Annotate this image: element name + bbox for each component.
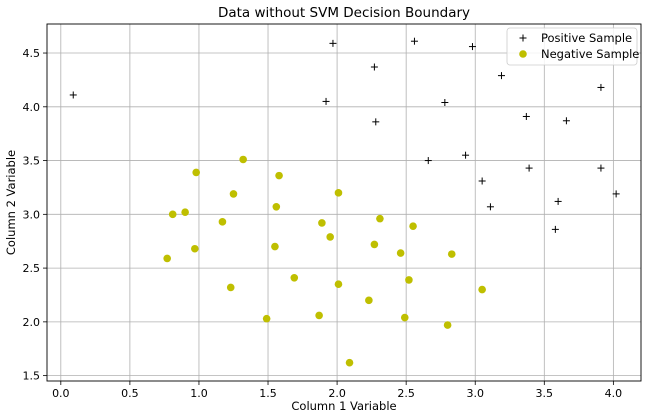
positive-sample-point — [322, 97, 330, 105]
negative-sample-point — [272, 203, 281, 211]
negative-sample-point — [239, 155, 247, 164]
positive-sample-point — [551, 225, 559, 233]
negative-sample-point — [370, 240, 379, 249]
negative-sample-point — [262, 314, 271, 323]
x-axis-label: Column 1 Variable — [291, 399, 396, 413]
positive-sample-point — [597, 83, 605, 91]
data-points — [69, 37, 620, 367]
positive-sample-point — [424, 157, 432, 165]
x-tick-label: 2.5 — [397, 387, 415, 400]
negative-sample-point — [443, 321, 452, 329]
negative-sample-point — [400, 313, 409, 322]
positive-sample-point — [329, 39, 337, 47]
negative-sample-point — [326, 233, 334, 241]
positive-sample-point — [612, 190, 620, 198]
y-axis-label: Column 2 Variable — [4, 150, 18, 255]
negative-sample-point — [365, 296, 373, 305]
negative-sample-point — [290, 273, 299, 282]
negative-sample-point — [191, 244, 199, 253]
positive-sample-point — [462, 151, 470, 159]
negative-sample-point — [334, 189, 343, 197]
y-tick-label: 4.0 — [23, 101, 41, 114]
negative-sample-point — [163, 254, 171, 263]
negative-sample-point — [229, 190, 238, 198]
positive-sample-point — [370, 63, 378, 71]
positive-sample-point — [441, 98, 449, 106]
positive-sample-point — [497, 72, 505, 80]
positive-sample-point — [525, 164, 533, 172]
positive-sample-point — [478, 177, 486, 185]
positive-sample-point — [597, 164, 605, 172]
x-tick-label: 0.0 — [52, 387, 70, 400]
negative-sample-point — [478, 285, 486, 294]
positive-sample-point — [69, 91, 77, 99]
legend: Positive Sample Negative Sample — [506, 27, 639, 66]
positive-sample-point — [554, 197, 562, 205]
chart-title: Data without SVM Decision Boundary — [218, 5, 470, 21]
negative-sample-point — [218, 218, 227, 226]
negative-sample-point — [405, 276, 413, 284]
negative-sample-point — [226, 283, 235, 292]
x-tick-label: 2.0 — [328, 387, 346, 400]
negative-sample-point — [271, 242, 279, 251]
negative-sample-point — [315, 311, 323, 320]
y-tick-label: 1.5 — [23, 370, 41, 383]
y-tick-label: 4.5 — [23, 47, 41, 60]
x-tick-label: 1.5 — [259, 387, 277, 400]
negative-sample-point — [345, 358, 354, 367]
x-tick-label: 3.5 — [536, 387, 554, 400]
negative-sample-point — [376, 214, 384, 223]
positive-sample-point — [486, 203, 494, 211]
x-axis: 0.0 0.5 1.0 1.5 2.0 2.5 3.0 3.5 4.0 — [52, 381, 622, 400]
x-tick-label: 4.0 — [605, 387, 623, 400]
negative-sample-point — [409, 222, 417, 230]
negative-sample-point — [519, 50, 527, 58]
y-axis: 1.5 2.0 2.5 3.0 3.5 4.0 4.5 — [23, 47, 47, 383]
negative-sample-point — [334, 280, 343, 289]
legend-box — [506, 27, 638, 66]
y-tick-label: 3.5 — [23, 155, 41, 168]
negative-sample-point — [447, 250, 456, 258]
positive-sample-point — [519, 34, 527, 42]
negative-sample-point — [168, 210, 177, 219]
x-tick-label: 0.5 — [121, 387, 139, 400]
positive-sample-point — [372, 118, 380, 126]
positive-sample-point — [522, 112, 530, 120]
negative-sample-point — [181, 208, 189, 216]
y-tick-label: 2.0 — [23, 316, 41, 329]
x-tick-label: 3.0 — [466, 387, 484, 400]
legend-entry-label: Positive Sample — [541, 31, 632, 45]
y-tick-label: 3.0 — [23, 208, 41, 221]
negative-sample-point — [318, 219, 326, 227]
negative-sample-point — [396, 249, 405, 257]
grid — [47, 24, 641, 381]
positive-sample-point — [468, 43, 476, 51]
positive-sample-point — [562, 117, 570, 125]
y-tick-label: 2.5 — [23, 262, 41, 275]
legend-entry-label: Negative Sample — [541, 47, 639, 61]
plot-frame — [46, 23, 642, 382]
negative-sample-point — [192, 168, 200, 177]
negative-sample-point — [275, 171, 283, 180]
positive-sample-point — [410, 37, 418, 45]
x-tick-label: 1.0 — [190, 387, 208, 400]
